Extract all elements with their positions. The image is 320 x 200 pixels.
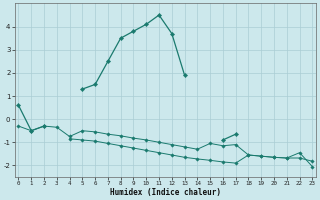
X-axis label: Humidex (Indice chaleur): Humidex (Indice chaleur): [110, 188, 221, 197]
